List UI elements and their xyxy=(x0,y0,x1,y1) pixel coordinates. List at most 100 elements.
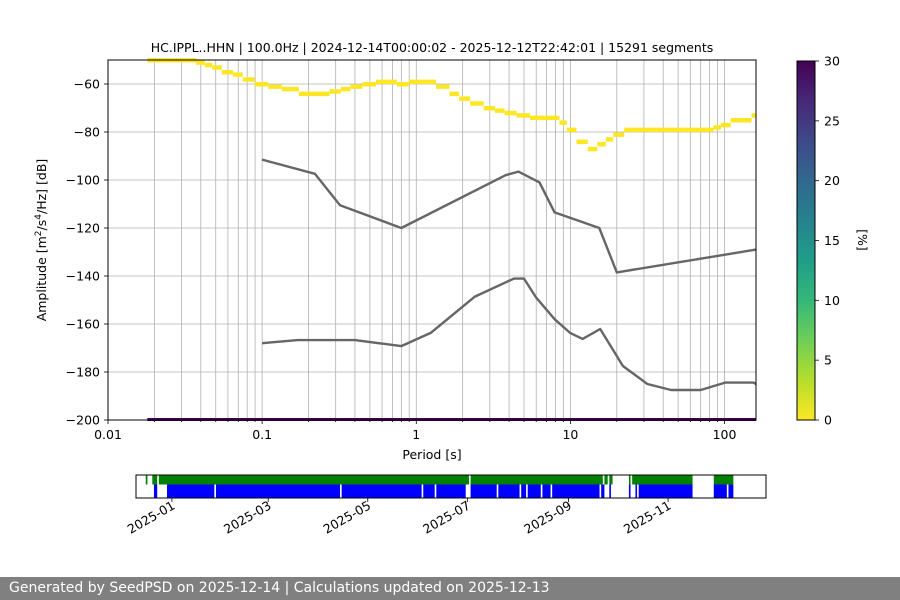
coverage-blue-bar xyxy=(423,484,435,498)
x-axis-label: Period [s] xyxy=(402,447,461,462)
colorbar-tick-label: 15 xyxy=(824,233,840,248)
footer-text: Generated by SeedPSD on 2025-12-14 | Cal… xyxy=(9,580,550,596)
psd-mode-cell xyxy=(329,89,341,94)
x-tick-label: 1 xyxy=(412,427,420,442)
colorbar-tick-label: 30 xyxy=(824,54,840,69)
timeline-tick-label: 2025-07 xyxy=(420,498,473,537)
coverage-blue-bar xyxy=(527,484,541,498)
psd-mode-cell xyxy=(653,127,671,133)
y-tick-label: −60 xyxy=(74,77,100,92)
timeline-tick-label: 2025-05 xyxy=(321,498,374,537)
psd-mode-cell xyxy=(449,91,460,97)
psd-mode-cell xyxy=(550,115,560,121)
coverage-blue-bar xyxy=(436,484,466,498)
psd-mode-cell xyxy=(504,110,517,116)
noise-model-line xyxy=(261,158,757,274)
axes: 0.01 0.1 1 10 100 −60 −80 −100 −120 −140 −160 −180 −… xyxy=(66,77,737,443)
psd-mode-cell xyxy=(298,91,317,97)
psd-mode-cell xyxy=(587,146,598,152)
noise-models xyxy=(261,158,757,392)
coverage-green-bar xyxy=(604,475,608,485)
coverage-blue-bar xyxy=(215,484,341,498)
psd-mode-cell xyxy=(576,139,588,145)
coverage-green-bar xyxy=(470,475,603,485)
y-tick-label: −120 xyxy=(66,221,100,236)
psd-mode-cell xyxy=(204,62,213,68)
psd-plot: 0.01 0.1 1 10 100 −60 −80 −100 −120 −140 −160 −180 −… xyxy=(66,58,757,443)
coverage-blue-bar xyxy=(628,484,631,498)
psd-mode-cell xyxy=(196,60,205,65)
psd-mode-cell xyxy=(597,142,606,147)
coverage-green-bar xyxy=(158,475,469,485)
psd-mode-cell xyxy=(713,125,722,130)
colorbar-tick-label: 20 xyxy=(824,173,840,188)
chart-title: HC.IPPL..HHN | 100.0Hz | 2024-12-14T00:0… xyxy=(151,40,714,55)
plot-frame xyxy=(107,59,757,421)
coverage-blue-bar xyxy=(728,484,734,498)
timeline-tick-label: 2025-11 xyxy=(621,498,674,537)
x-tick-label: 0.1 xyxy=(252,427,272,442)
colorbar-tick-label: 5 xyxy=(824,353,832,368)
psd-mode-cell xyxy=(624,127,638,133)
psd-mode-cell xyxy=(350,84,363,89)
y-axis-label: Amplitude [m2/s4/Hz] [dB] xyxy=(34,159,49,322)
coverage-blue-bar xyxy=(638,484,693,498)
x-tick-label: 10 xyxy=(562,427,578,442)
psd-mode-cell xyxy=(751,113,756,118)
coverage-blue-bar xyxy=(341,484,422,498)
colorbar-tick-label: 0 xyxy=(824,413,832,428)
psd-mode-cell xyxy=(637,127,654,133)
psd-mode-cell xyxy=(741,118,752,123)
psd-mode-cell xyxy=(559,120,567,125)
coverage-green-bar xyxy=(628,475,631,485)
psd-mode-cell xyxy=(387,79,397,85)
coverage-green-bar xyxy=(152,475,158,485)
timeline-tick-label: 2025-01 xyxy=(125,498,178,537)
psd-mode-cell xyxy=(470,101,484,106)
y-tick-label: −180 xyxy=(66,365,100,380)
colorbar-ticks: 0 5 10 15 20 25 30 xyxy=(815,54,840,428)
coverage-green-bar xyxy=(632,475,693,485)
colorbar-gradient xyxy=(796,60,816,421)
psd-mode-cell xyxy=(613,132,625,137)
colorbar-tick-label: 25 xyxy=(824,113,840,128)
psd-mode-cell xyxy=(516,113,531,118)
psd-mode-cell xyxy=(340,86,351,92)
coverage-blue-bar xyxy=(552,484,600,498)
x-tick-label: 100 xyxy=(713,427,737,442)
psd-figure: HC.IPPL..HHN | 100.0Hz | 2024-12-14T00:0… xyxy=(34,40,870,537)
coverage-blue-bar xyxy=(153,484,158,498)
psd-mode-cell xyxy=(212,65,222,70)
psd-mode-cell xyxy=(695,127,706,133)
psd-mode-cell xyxy=(281,86,299,92)
coverage-blue-bar xyxy=(609,484,611,498)
y-tick-label: −200 xyxy=(66,413,100,428)
footer-bar: Generated by SeedPSD on 2025-12-14 | Cal… xyxy=(0,577,900,600)
coverage-blue-bar xyxy=(601,484,605,498)
psd-mode-cell xyxy=(316,91,330,97)
coverage-green-bar xyxy=(713,475,734,485)
y-tick-label: −160 xyxy=(66,317,100,332)
psd-mode-cell xyxy=(362,82,376,87)
psd-mode-cell xyxy=(730,118,742,123)
psd-mode-cell xyxy=(494,108,505,113)
psd-mode-cell xyxy=(396,82,409,87)
y-tick-label: −80 xyxy=(74,125,100,140)
colorbar-tick-label: 10 xyxy=(824,293,840,308)
timeline-frame xyxy=(135,474,767,499)
psd-mode-cell xyxy=(254,82,269,87)
psd-mode-cell xyxy=(605,137,614,142)
psd-mode-cell xyxy=(684,127,696,133)
psd-mode-cell xyxy=(233,72,243,77)
coverage-blue-bar xyxy=(521,484,527,498)
coverage-blue-bar xyxy=(713,484,727,498)
coverage-bars xyxy=(145,475,734,498)
x-tick-label: 0.01 xyxy=(94,427,122,442)
grid-lines xyxy=(107,60,756,421)
psd-mode-cell xyxy=(408,79,423,85)
psd-mode-cell xyxy=(459,96,471,101)
psd-mode-cell xyxy=(541,115,551,121)
colorbar: 0 5 10 15 20 25 30 [%] xyxy=(796,54,870,428)
psd-mode-cell xyxy=(221,70,234,75)
coverage-green-bar xyxy=(145,475,148,485)
